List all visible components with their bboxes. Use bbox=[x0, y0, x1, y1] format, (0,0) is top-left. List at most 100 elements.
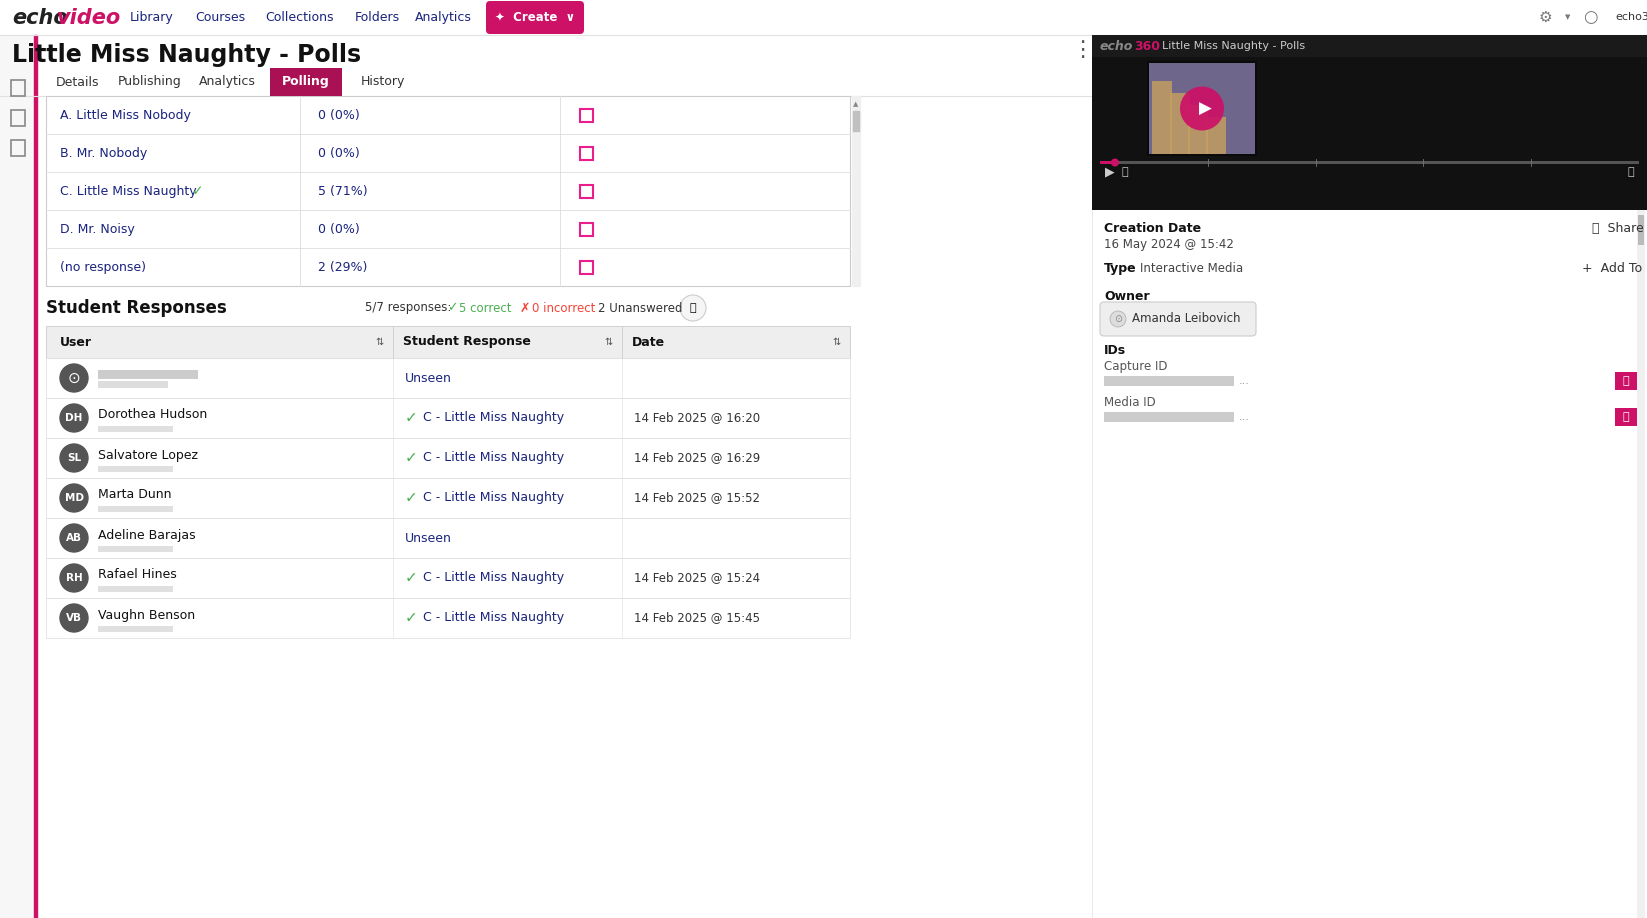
Text: Analytics: Analytics bbox=[199, 75, 255, 88]
Text: ✗: ✗ bbox=[520, 301, 530, 315]
Text: 0 incorrect: 0 incorrect bbox=[532, 301, 595, 315]
Bar bbox=[46, 96, 850, 286]
Text: 2 Unanswered: 2 Unanswered bbox=[598, 301, 682, 315]
Text: ⤴  Share: ⤴ Share bbox=[1593, 222, 1644, 235]
Bar bbox=[1206, 117, 1225, 154]
Text: ✓: ✓ bbox=[405, 570, 418, 586]
Bar bbox=[46, 558, 850, 598]
Text: C - Little Miss Naughty: C - Little Miss Naughty bbox=[423, 452, 565, 465]
Bar bbox=[0, 0, 1647, 35]
Text: 360: 360 bbox=[1135, 39, 1159, 52]
Bar bbox=[853, 111, 860, 131]
Circle shape bbox=[59, 444, 87, 472]
FancyBboxPatch shape bbox=[486, 1, 585, 34]
Bar bbox=[580, 185, 593, 197]
Text: video: video bbox=[58, 7, 122, 28]
Text: 0 (0%): 0 (0%) bbox=[318, 222, 359, 236]
Text: ▼: ▼ bbox=[1565, 15, 1571, 20]
Text: 5/7 responses:: 5/7 responses: bbox=[366, 301, 451, 315]
Text: Owner: Owner bbox=[1103, 290, 1150, 303]
Text: ✦  Create  ∨: ✦ Create ∨ bbox=[496, 11, 575, 24]
Text: 14 Feb 2025 @ 16:20: 14 Feb 2025 @ 16:20 bbox=[634, 411, 761, 424]
Text: C - Little Miss Naughty: C - Little Miss Naughty bbox=[423, 611, 565, 624]
Text: C - Little Miss Naughty: C - Little Miss Naughty bbox=[423, 411, 565, 424]
Text: Creation Date: Creation Date bbox=[1103, 222, 1201, 235]
Text: User: User bbox=[59, 335, 92, 349]
Text: +  Add To: + Add To bbox=[1583, 262, 1642, 275]
Bar bbox=[99, 426, 173, 432]
Text: ⊙: ⊙ bbox=[68, 371, 81, 386]
Circle shape bbox=[680, 295, 707, 321]
Text: 14 Feb 2025 @ 15:45: 14 Feb 2025 @ 15:45 bbox=[634, 611, 759, 624]
Text: ⇅: ⇅ bbox=[376, 337, 384, 347]
Bar bbox=[580, 108, 593, 121]
Bar bbox=[1187, 105, 1207, 154]
Text: Library: Library bbox=[130, 11, 173, 24]
Text: Courses: Courses bbox=[194, 11, 245, 24]
Bar bbox=[1100, 161, 1115, 164]
Circle shape bbox=[1112, 159, 1118, 166]
FancyBboxPatch shape bbox=[1100, 302, 1257, 336]
Text: Adeline Barajas: Adeline Barajas bbox=[99, 529, 196, 542]
Text: RH: RH bbox=[66, 573, 82, 583]
Text: 2 (29%): 2 (29%) bbox=[318, 261, 367, 274]
Text: C - Little Miss Naughty: C - Little Miss Naughty bbox=[423, 572, 565, 585]
Text: 14 Feb 2025 @ 15:52: 14 Feb 2025 @ 15:52 bbox=[634, 491, 759, 505]
Text: VB: VB bbox=[66, 613, 82, 623]
Text: Amanda Leibovich: Amanda Leibovich bbox=[1131, 312, 1240, 326]
Bar bbox=[99, 506, 173, 512]
Text: Unseen: Unseen bbox=[405, 532, 451, 544]
Bar bbox=[99, 626, 173, 632]
Bar bbox=[35, 35, 36, 918]
Text: ...: ... bbox=[1239, 376, 1250, 386]
Text: Student Response: Student Response bbox=[404, 335, 530, 349]
Text: IDs: IDs bbox=[1103, 344, 1127, 357]
Bar bbox=[1103, 412, 1234, 422]
Text: 14 Feb 2025 @ 16:29: 14 Feb 2025 @ 16:29 bbox=[634, 452, 761, 465]
Text: C - Little Miss Naughty: C - Little Miss Naughty bbox=[423, 491, 565, 505]
Bar bbox=[1100, 161, 1639, 164]
Text: echo: echo bbox=[1100, 39, 1133, 52]
Text: ⧉: ⧉ bbox=[1622, 412, 1629, 422]
Circle shape bbox=[59, 484, 87, 512]
Bar bbox=[1092, 35, 1647, 918]
Text: B. Mr. Nobody: B. Mr. Nobody bbox=[59, 147, 147, 160]
Bar bbox=[99, 466, 173, 472]
Text: Rafael Hines: Rafael Hines bbox=[99, 568, 176, 581]
Text: ⚙: ⚙ bbox=[1538, 10, 1551, 25]
Text: Interactive Media: Interactive Media bbox=[1140, 262, 1243, 275]
Text: 16 May 2024 @ 15:42: 16 May 2024 @ 15:42 bbox=[1103, 238, 1234, 251]
Text: Analytics: Analytics bbox=[415, 11, 473, 24]
Text: ✓: ✓ bbox=[446, 301, 458, 315]
Text: (no response): (no response) bbox=[59, 261, 147, 274]
Text: Salvatore Lopez: Salvatore Lopez bbox=[99, 449, 198, 462]
Text: Little Miss Naughty - Polls: Little Miss Naughty - Polls bbox=[12, 43, 361, 67]
Text: DH: DH bbox=[66, 413, 82, 423]
Bar bbox=[46, 478, 850, 518]
Bar bbox=[99, 546, 173, 552]
Text: Collections: Collections bbox=[265, 11, 333, 24]
Text: ▲: ▲ bbox=[853, 101, 858, 107]
Bar bbox=[1092, 35, 1647, 57]
Text: Media ID: Media ID bbox=[1103, 396, 1156, 409]
Text: 5 correct: 5 correct bbox=[460, 301, 512, 315]
Text: A. Little Miss Nobody: A. Little Miss Nobody bbox=[59, 108, 191, 121]
Bar bbox=[851, 96, 860, 286]
Bar bbox=[580, 147, 593, 160]
Text: 🔊: 🔊 bbox=[1122, 167, 1128, 177]
Bar bbox=[1092, 35, 1647, 210]
Bar bbox=[99, 381, 168, 388]
Text: MD: MD bbox=[64, 493, 84, 503]
Circle shape bbox=[59, 564, 87, 592]
Text: ✓: ✓ bbox=[405, 451, 418, 465]
Bar bbox=[1150, 63, 1255, 154]
Text: 5 (71%): 5 (71%) bbox=[318, 185, 367, 197]
Text: Date: Date bbox=[632, 335, 665, 349]
Text: ⊙: ⊙ bbox=[1113, 314, 1122, 324]
Bar bbox=[1639, 215, 1644, 245]
Text: ⛶: ⛶ bbox=[1627, 167, 1634, 177]
Text: 0 (0%): 0 (0%) bbox=[318, 108, 359, 121]
Text: Marta Dunn: Marta Dunn bbox=[99, 488, 171, 501]
Text: Capture ID: Capture ID bbox=[1103, 360, 1168, 373]
Circle shape bbox=[59, 524, 87, 552]
